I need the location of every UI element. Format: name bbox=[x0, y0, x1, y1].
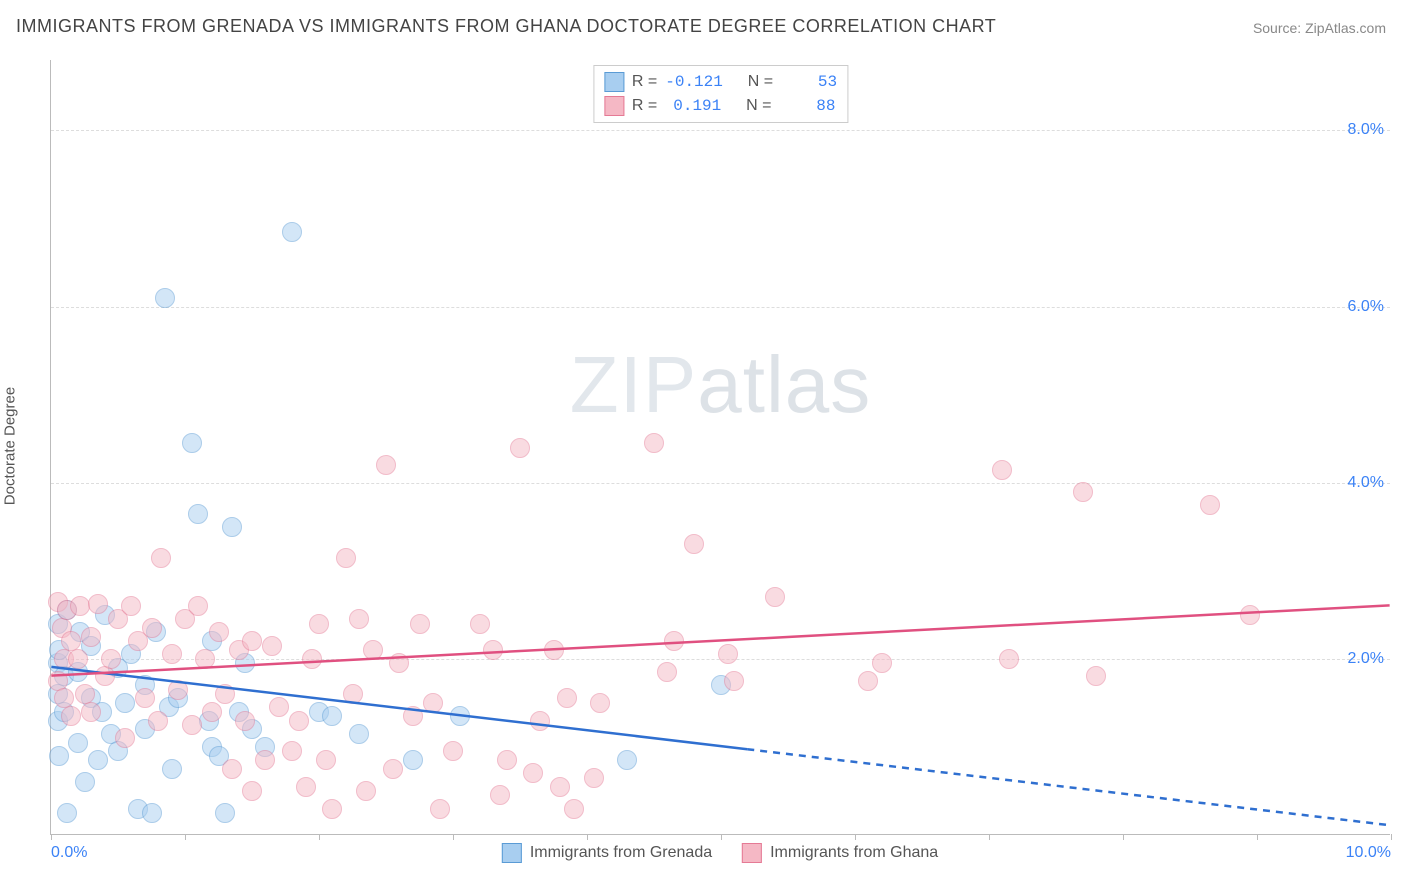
swatch-ghana bbox=[742, 843, 762, 863]
x-tick bbox=[319, 834, 320, 840]
swatch-grenada bbox=[502, 843, 522, 863]
legend-series: Immigrants from Grenada Immigrants from … bbox=[502, 843, 938, 863]
chart-plot-area: ZIPatlas R = -0.121 N = 53 R = 0.191 N =… bbox=[50, 60, 1390, 835]
x-tick bbox=[453, 834, 454, 840]
chart-title: IMMIGRANTS FROM GRENADA VS IMMIGRANTS FR… bbox=[16, 16, 996, 37]
x-tick bbox=[185, 834, 186, 840]
x-tick bbox=[1257, 834, 1258, 840]
x-tick bbox=[1391, 834, 1392, 840]
trend-lines bbox=[51, 60, 1390, 834]
x-tick bbox=[51, 834, 52, 840]
x-tick bbox=[587, 834, 588, 840]
legend-correlation-box: R = -0.121 N = 53 R = 0.191 N = 88 bbox=[593, 65, 848, 123]
legend-label: Immigrants from Ghana bbox=[770, 844, 938, 862]
y-axis-label: Doctorate Degree bbox=[2, 387, 19, 505]
source-attribution: Source: ZipAtlas.com bbox=[1253, 20, 1386, 36]
swatch-ghana bbox=[604, 96, 624, 116]
legend-item-grenada: Immigrants from Grenada bbox=[502, 843, 712, 863]
x-tick bbox=[721, 834, 722, 840]
legend-row-ghana: R = 0.191 N = 88 bbox=[604, 94, 837, 118]
x-tick bbox=[989, 834, 990, 840]
x-tick-label: 0.0% bbox=[51, 844, 87, 862]
swatch-grenada bbox=[604, 72, 624, 92]
source-label: Source: bbox=[1253, 20, 1301, 36]
legend-row-grenada: R = -0.121 N = 53 bbox=[604, 70, 837, 94]
x-tick bbox=[1123, 834, 1124, 840]
source-link[interactable]: ZipAtlas.com bbox=[1305, 20, 1386, 36]
x-tick bbox=[855, 834, 856, 840]
legend-label: Immigrants from Grenada bbox=[530, 844, 712, 862]
legend-item-ghana: Immigrants from Ghana bbox=[742, 843, 938, 863]
x-tick-label: 10.0% bbox=[1346, 844, 1391, 862]
